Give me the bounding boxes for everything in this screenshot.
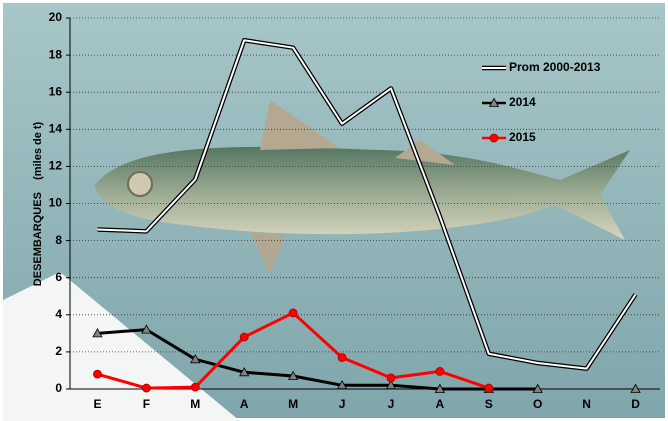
y-tick-label: 2 xyxy=(55,344,62,358)
legend-marker xyxy=(489,133,499,143)
marker xyxy=(287,370,299,380)
marker xyxy=(532,383,543,393)
x-tick-label: J xyxy=(388,397,395,411)
y-tick-label: 8 xyxy=(55,233,62,247)
y-tick-label: 20 xyxy=(49,10,63,24)
marker xyxy=(630,383,641,393)
marker xyxy=(336,379,348,390)
legend-label: 2015 xyxy=(509,130,536,144)
x-tick-label: O xyxy=(533,397,542,411)
x-tick-label: J xyxy=(339,397,346,411)
legend-label: Prom 2000-2013 xyxy=(509,60,601,74)
y-tick-label: 12 xyxy=(49,159,63,173)
x-tick-label: E xyxy=(93,397,101,411)
x-tick-label: S xyxy=(485,397,493,411)
marker xyxy=(93,369,102,379)
marker xyxy=(141,383,151,393)
marker xyxy=(239,332,249,342)
y-tick-label: 6 xyxy=(55,270,62,284)
marker xyxy=(434,383,446,393)
x-tick-label: D xyxy=(631,397,640,411)
background-shape xyxy=(3,272,240,421)
y-tick-label: 18 xyxy=(49,47,63,61)
marker xyxy=(92,328,103,338)
y-tick-label: 10 xyxy=(49,196,63,210)
marker xyxy=(141,324,152,334)
marker xyxy=(385,379,397,390)
y-axis-label: DESEMBARQUES (miles de t) xyxy=(32,121,44,286)
x-tick-label: F xyxy=(143,397,150,411)
series-line xyxy=(97,39,637,370)
marker xyxy=(337,353,347,362)
legend-marker xyxy=(488,97,500,107)
x-tick-label: A xyxy=(240,397,249,411)
y-tick-label: 16 xyxy=(49,84,63,98)
marker xyxy=(190,382,200,392)
marker xyxy=(239,366,250,377)
marker xyxy=(386,373,396,383)
legend-label: 2014 xyxy=(509,95,536,109)
marker xyxy=(190,354,201,364)
x-tick-label: M xyxy=(190,397,200,411)
marker xyxy=(484,383,494,393)
marker xyxy=(288,308,298,318)
y-tick-label: 0 xyxy=(55,381,62,395)
fish-image xyxy=(95,100,630,275)
marker xyxy=(435,366,445,376)
x-tick-label: A xyxy=(436,397,445,411)
y-tick-label: 14 xyxy=(49,121,63,135)
x-tick-label: M xyxy=(288,397,298,411)
y-tick-label: 4 xyxy=(55,307,62,321)
x-tick-label: N xyxy=(582,397,591,411)
